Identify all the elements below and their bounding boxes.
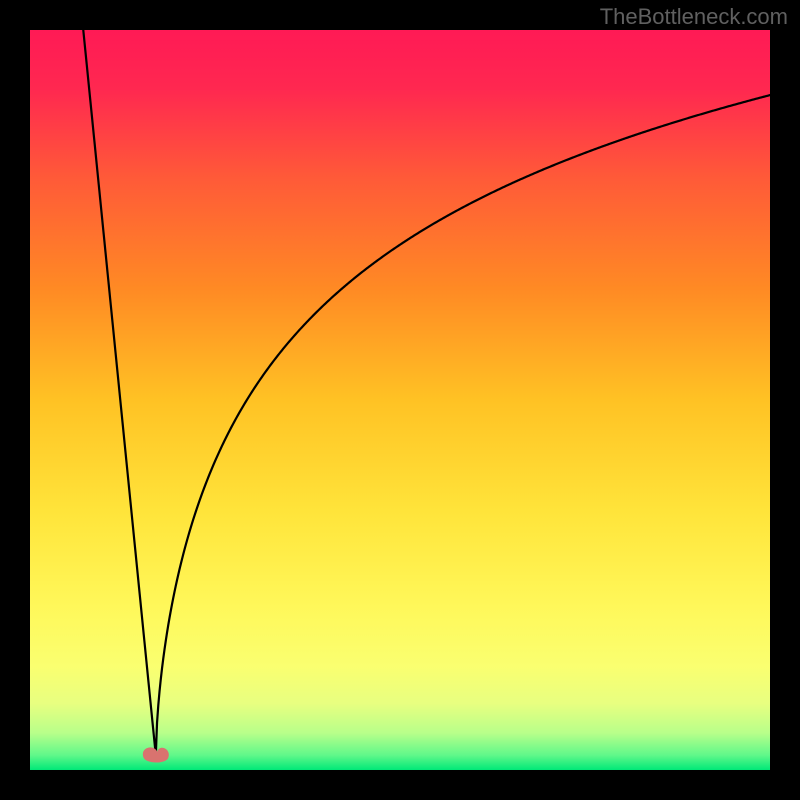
dip-marker [143,747,169,762]
bottleneck-chart [0,0,800,800]
watermark-text: TheBottleneck.com [600,4,788,30]
chart-container: TheBottleneck.com [0,0,800,800]
plot-background [30,30,770,770]
